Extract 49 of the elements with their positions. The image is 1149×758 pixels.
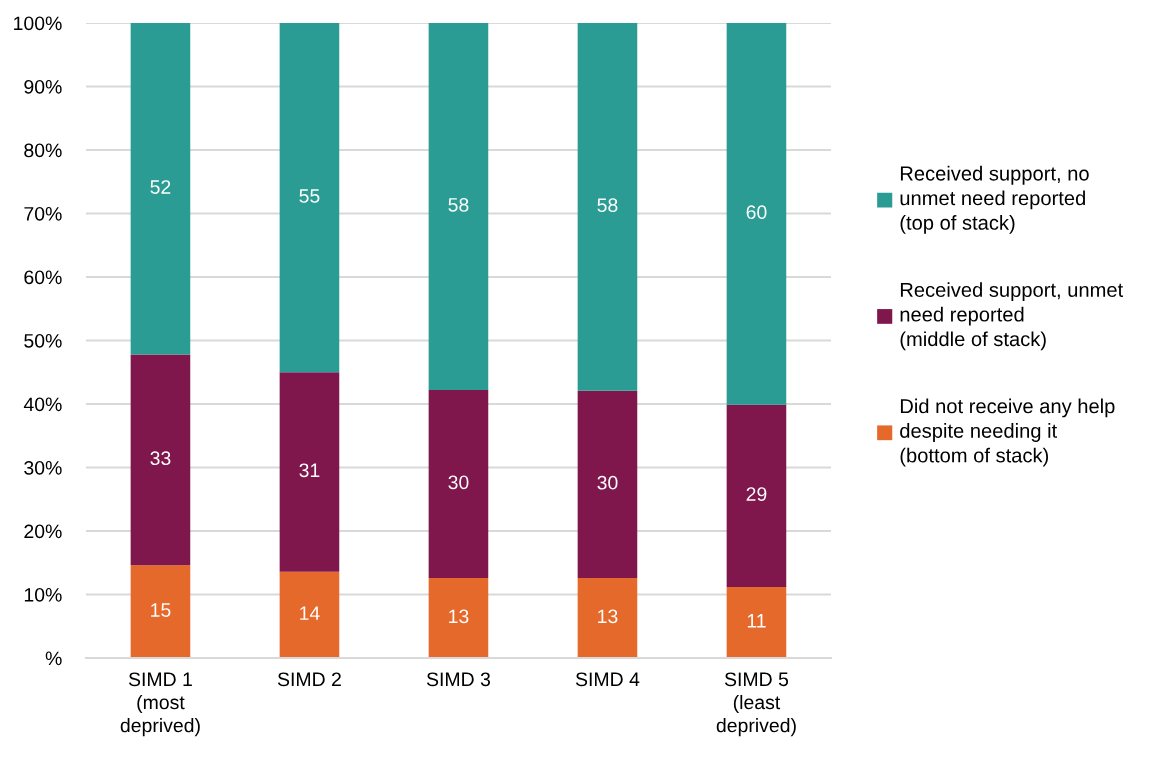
bar bbox=[279, 571, 340, 659]
legend-label: Received support, no unmet need reported (top of stack) bbox=[900, 165, 1089, 234]
data-label: 60 bbox=[746, 205, 767, 220]
y-tick-label: 10% bbox=[24, 587, 62, 602]
data-label: 58 bbox=[448, 197, 469, 212]
bar bbox=[279, 22, 340, 373]
legend-label: Did not receive any help despite needing it (bottom of stack) bbox=[900, 398, 1115, 467]
bar bbox=[279, 372, 340, 572]
data-label: 55 bbox=[299, 189, 320, 203]
bar bbox=[577, 578, 638, 659]
legend-label: Received support, unmet need reported (middle of stack) bbox=[900, 282, 1124, 351]
data-label: 33 bbox=[150, 451, 171, 466]
bar bbox=[130, 565, 191, 659]
x-tick-label: SIMD 4 bbox=[575, 672, 640, 687]
y-tick-label: 40% bbox=[23, 397, 62, 412]
data-label: 58 bbox=[597, 198, 618, 213]
y-tick-label: 90% bbox=[24, 79, 62, 94]
y-tick-label: % bbox=[45, 651, 62, 666]
y-tick-label: 30% bbox=[24, 460, 62, 475]
y-tick-label: 80% bbox=[24, 143, 62, 158]
data-label: 14 bbox=[300, 606, 320, 620]
data-label: 30 bbox=[448, 475, 469, 490]
x-tick-label: SIMD 5 (least deprived) bbox=[716, 672, 796, 737]
bar bbox=[577, 390, 638, 578]
x-tick-label: SIMD 3 bbox=[426, 672, 491, 687]
data-label: 30 bbox=[597, 475, 618, 490]
data-label: 29 bbox=[746, 487, 767, 501]
bar bbox=[726, 22, 787, 405]
bar bbox=[130, 354, 191, 566]
data-label: 15 bbox=[151, 603, 171, 617]
data-label: 13 bbox=[598, 609, 618, 624]
y-tick-label: 70% bbox=[24, 206, 62, 221]
data-label: 52 bbox=[150, 180, 171, 194]
y-tick-label: 100% bbox=[14, 16, 62, 31]
bar bbox=[726, 586, 787, 659]
y-tick-label: 50% bbox=[24, 333, 62, 348]
data-label: 31 bbox=[299, 463, 320, 478]
data-label: 13 bbox=[449, 609, 469, 624]
x-tick-label: SIMD 1 (most deprived) bbox=[120, 672, 200, 737]
data-label: 11 bbox=[747, 614, 766, 628]
bar bbox=[577, 22, 638, 391]
y-tick-label: 60% bbox=[24, 270, 62, 285]
bar bbox=[428, 22, 489, 391]
bar bbox=[726, 404, 787, 587]
bar bbox=[130, 22, 191, 355]
y-tick-label: 20% bbox=[24, 524, 62, 539]
x-tick-label: SIMD 2 bbox=[277, 672, 341, 687]
bar bbox=[428, 578, 489, 659]
bar bbox=[428, 390, 489, 578]
